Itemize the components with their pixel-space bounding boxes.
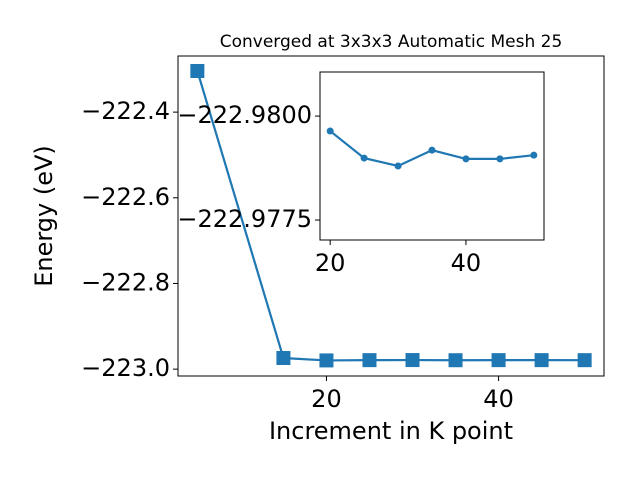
marker bbox=[319, 353, 334, 368]
x-tick-label: 20 bbox=[311, 385, 342, 413]
chart-title: Converged at 3x3x3 Automatic Mesh 25 bbox=[220, 32, 563, 52]
y-tick-label: −222.9775 bbox=[177, 205, 312, 233]
y-tick-label: −222.6 bbox=[81, 183, 170, 211]
marker bbox=[276, 351, 291, 366]
axes-frame bbox=[177, 55, 605, 377]
axes-frame bbox=[319, 71, 545, 241]
y-tick-label: −223.0 bbox=[81, 354, 170, 382]
x-axis-label: Increment in K point bbox=[269, 417, 513, 445]
marker bbox=[394, 162, 402, 170]
y-axis-label: Energy (eV) bbox=[30, 145, 58, 287]
marker bbox=[534, 353, 549, 368]
marker bbox=[496, 155, 504, 163]
y-tick-label: −222.8 bbox=[81, 268, 170, 296]
marker bbox=[190, 63, 205, 78]
x-tick-label: 40 bbox=[483, 385, 514, 413]
marker bbox=[577, 353, 592, 368]
marker bbox=[428, 146, 436, 154]
x-tick-label: 20 bbox=[315, 249, 346, 277]
marker bbox=[491, 353, 506, 368]
marker bbox=[530, 151, 538, 159]
marker bbox=[360, 154, 368, 162]
x-tick-label: 40 bbox=[451, 249, 482, 277]
marker bbox=[362, 353, 377, 368]
marker bbox=[448, 353, 463, 368]
marker bbox=[462, 155, 470, 163]
y-tick-label: −222.9800 bbox=[177, 101, 312, 129]
marker bbox=[326, 127, 334, 135]
inset-background bbox=[320, 72, 544, 240]
marker bbox=[405, 353, 420, 368]
y-tick-label: −222.4 bbox=[81, 97, 170, 125]
